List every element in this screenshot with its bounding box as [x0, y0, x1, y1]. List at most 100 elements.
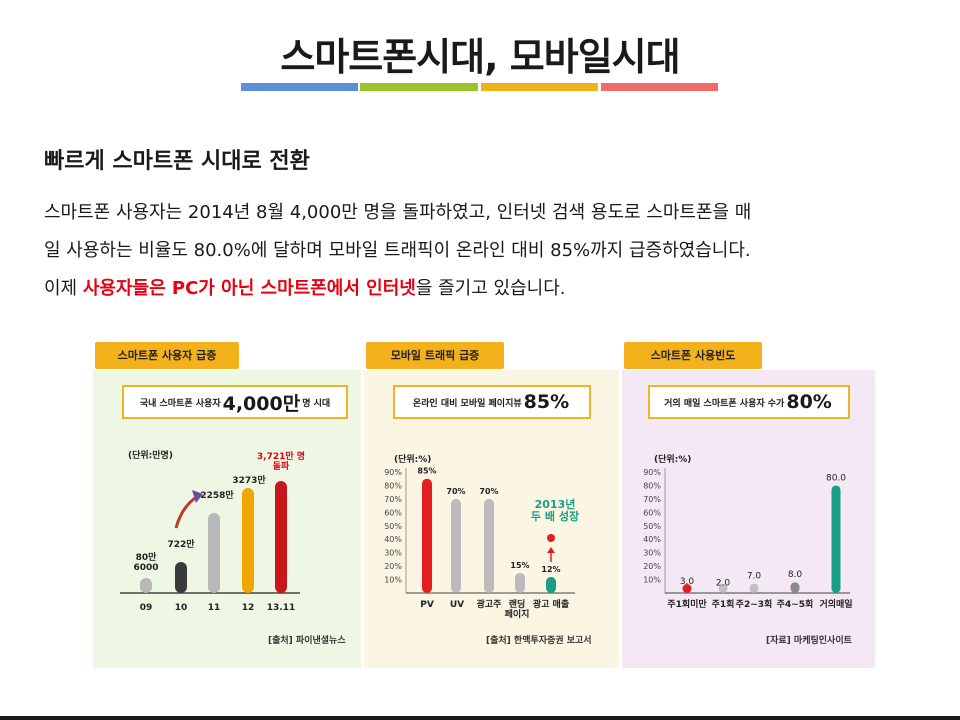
source-traffic: [출처] 한맥투자증권 보고서: [486, 636, 592, 646]
title-underline-blue: [241, 83, 358, 91]
traffic-xtick-pv: PV: [420, 600, 434, 610]
users-xtick-10: 10: [175, 603, 188, 613]
tab-smartphone-users: 스마트폰 사용자 급증: [95, 342, 239, 369]
users-value-13-11: 3,721만 명 돌파: [257, 450, 305, 472]
frequency-ytick-70: 70%: [643, 495, 661, 504]
frequency-bar-3: [790, 582, 800, 593]
callout-frequency: 거의 매일 스마트폰 사용자 수가 80%: [648, 385, 850, 419]
traffic-ytick-50: 50%: [384, 522, 402, 531]
traffic-xtick-ad-revenue: 광고 매출: [533, 598, 569, 610]
frequency-ytick-10: 10%: [643, 576, 661, 585]
slide-title: 스마트폰시대, 모바일시대: [280, 35, 680, 79]
users-xtick-13.11: 13.11: [267, 603, 295, 613]
traffic-value-3: 15%: [510, 561, 529, 570]
callout-users-post: 명 시대: [302, 398, 331, 409]
title-underline-red: [601, 83, 718, 91]
traffic-unit-label: (단위:%): [394, 453, 431, 465]
users-bar-12: [242, 488, 254, 593]
traffic-ytick-10: 10%: [384, 576, 402, 585]
line3-end: 을 즐기고 있습니다.: [415, 278, 566, 299]
traffic-bar-2: [484, 498, 494, 593]
traffic-xtick-landing: 랜딩 페이지: [505, 598, 530, 620]
frequency-ytick-40: 40%: [643, 535, 661, 544]
traffic-ytick-70: 70%: [384, 495, 402, 504]
callout-traffic: 온라인 대비 모바일 페이지뷰 85%: [393, 385, 591, 419]
users-value-11: 2258만: [200, 489, 234, 501]
traffic-up-arrowhead-icon: [547, 547, 555, 553]
title-underline-yellow: [481, 83, 598, 91]
traffic-value-4: 12%: [541, 565, 560, 574]
traffic-value-2: 70%: [479, 487, 498, 496]
traffic-bar-0: [422, 478, 432, 593]
source-frequency: [자료] 마케팅인사이트: [766, 636, 852, 646]
traffic-bar-4: [546, 576, 556, 593]
callout-traffic-pre: 온라인 대비 모바일 페이지뷰: [412, 398, 522, 409]
paragraph-line-3: 이제 사용자들은 PC가 아닌 스마트폰에서 인터넷을 즐기고 있습니다.: [44, 270, 924, 308]
frequency-unit-label: (단위:%): [654, 453, 691, 465]
traffic-value-1: 70%: [446, 487, 465, 496]
users-bar-11: [208, 513, 220, 593]
tab-usage-frequency: 스마트폰 사용빈도: [624, 342, 762, 369]
traffic-annotation: 2013년 두 배 성장: [531, 497, 579, 523]
frequency-ytick-30: 30%: [643, 549, 661, 558]
frequency-ytick-80: 80%: [643, 481, 661, 490]
frequency-xtick-4: 거의매일: [819, 598, 852, 610]
users-unit-label: (단위:만명): [128, 449, 173, 461]
frequency-xtick-3: 주4~5회: [777, 598, 814, 610]
traffic-bar-1: [451, 498, 461, 593]
growth-arrowhead-icon: [192, 490, 203, 503]
callout-users-pre: 국내 스마트폰 사용자: [139, 398, 221, 409]
frequency-ytick-50: 50%: [643, 522, 661, 531]
callout-traffic-big: 85%: [523, 391, 570, 413]
callout-users-big: 4,000만: [222, 392, 301, 415]
frequency-value-2: 7.0: [747, 572, 762, 582]
users-value-12: 3273만: [232, 474, 266, 486]
traffic-ytick-90: 90%: [384, 468, 402, 477]
section-heading: 빠르게 스마트폰 시대로 전환: [44, 149, 310, 174]
users-value-10: 722만: [167, 538, 195, 550]
traffic-ytick-60: 60%: [384, 508, 402, 517]
panel-users-bg: [93, 370, 361, 668]
users-bar-10: [175, 562, 187, 593]
frequency-value-1: 2.0: [716, 578, 731, 588]
frequency-xtick-0: 주1회미만: [667, 598, 707, 610]
traffic-ytick-40: 40%: [384, 535, 402, 544]
users-value-09: 80만 6000: [133, 551, 158, 573]
frequency-xtick-2: 주2~3회: [736, 598, 773, 610]
frequency-bar-2: [749, 583, 759, 593]
frequency-value-0: 3.0: [680, 577, 695, 587]
growth-arrow-icon: [174, 494, 199, 529]
traffic-ytick-20: 20%: [384, 562, 402, 571]
users-xtick-11: 11: [208, 603, 221, 613]
callout-users: 국내 스마트폰 사용자 4,000만 명 시대: [122, 385, 348, 419]
users-xtick-09: 09: [140, 603, 153, 613]
traffic-ytick-30: 30%: [384, 549, 402, 558]
paragraph-line-1: 스마트폰 사용자는 2014년 8월 4,000만 명을 돌파하였고, 인터넷 …: [44, 202, 752, 223]
users-bar-09: [140, 578, 152, 593]
frequency-bar-1: [718, 584, 728, 593]
traffic-ytick-80: 80%: [384, 481, 402, 490]
frequency-ytick-90: 90%: [643, 468, 661, 477]
frequency-ytick-60: 60%: [643, 508, 661, 517]
body-paragraph: 스마트폰 사용자는 2014년 8월 4,000만 명을 돌파하였고, 인터넷 …: [44, 194, 924, 308]
traffic-xtick-uv: UV: [450, 600, 464, 610]
bottom-border: [0, 716, 960, 720]
frequency-bar-4: [831, 485, 841, 593]
line3-start: 이제: [44, 278, 83, 299]
traffic-value-0: 85%: [417, 467, 436, 476]
highlighted-text: 사용자들은 PC가 아닌 스마트폰에서 인터넷: [82, 278, 416, 299]
frequency-value-4: 80.0: [826, 473, 846, 483]
frequency-value-3: 8.0: [788, 570, 803, 580]
callout-frequency-pre: 거의 매일 스마트폰 사용자 수가: [664, 398, 785, 409]
title-underline-green: [360, 83, 478, 91]
frequency-xtick-1: 주1회: [712, 598, 735, 610]
users-bar-13.11: [275, 481, 287, 593]
tab-mobile-traffic: 모바일 트래픽 급증: [366, 342, 504, 369]
callout-frequency-big: 80%: [786, 391, 832, 413]
paragraph-line-2: 일 사용하는 비율도 80.0%에 달하며 모바일 트래픽이 온라인 대비 85…: [44, 240, 751, 261]
frequency-ytick-20: 20%: [643, 562, 661, 571]
traffic-xtick-advertiser: 광고주: [477, 598, 502, 610]
frequency-bar-0: [682, 584, 692, 593]
source-users: [출처] 파이낸셜뉴스: [268, 636, 346, 646]
traffic-bar-3: [515, 572, 525, 593]
